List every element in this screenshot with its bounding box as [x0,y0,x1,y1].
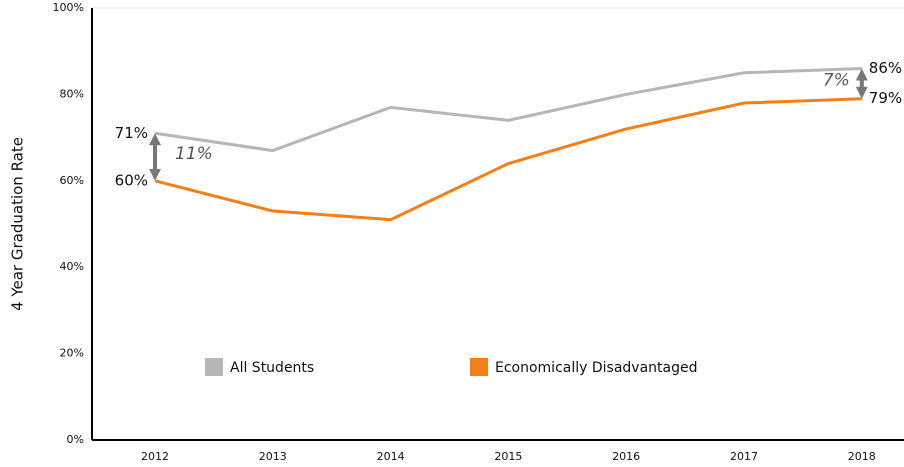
y-tick-label: 80% [60,87,84,100]
x-tick-label: 2016 [612,450,640,463]
data-label: 71% [115,124,148,142]
y-axis-label: 4 Year Graduation Rate [9,137,27,311]
x-tick-label: 2015 [494,450,522,463]
y-tick-label: 20% [60,347,84,360]
x-tick-label: 2017 [730,450,758,463]
data-label: 86% [869,59,902,77]
series-line [154,97,862,222]
data-label: 79% [869,89,902,107]
legend-swatch [470,358,488,376]
legend-label: All Students [230,360,314,376]
y-tick-label: 40% [60,260,84,273]
gap-annotation: 11% [175,144,213,164]
gap-annotation: 7% [823,71,850,91]
data-label: 60% [115,171,148,189]
x-tick-label: 2018 [848,450,876,463]
series-line [154,66,862,153]
y-tick-label: 0% [67,433,84,446]
x-tick-label: 2013 [259,450,287,463]
legend-label: Economically Disadvantaged [495,360,698,376]
x-tick-label: 2012 [141,450,169,463]
y-tick-label: 60% [60,174,84,187]
y-tick-label: 100% [53,1,84,14]
x-tick-label: 2014 [377,450,405,463]
legend-swatch [205,358,223,376]
